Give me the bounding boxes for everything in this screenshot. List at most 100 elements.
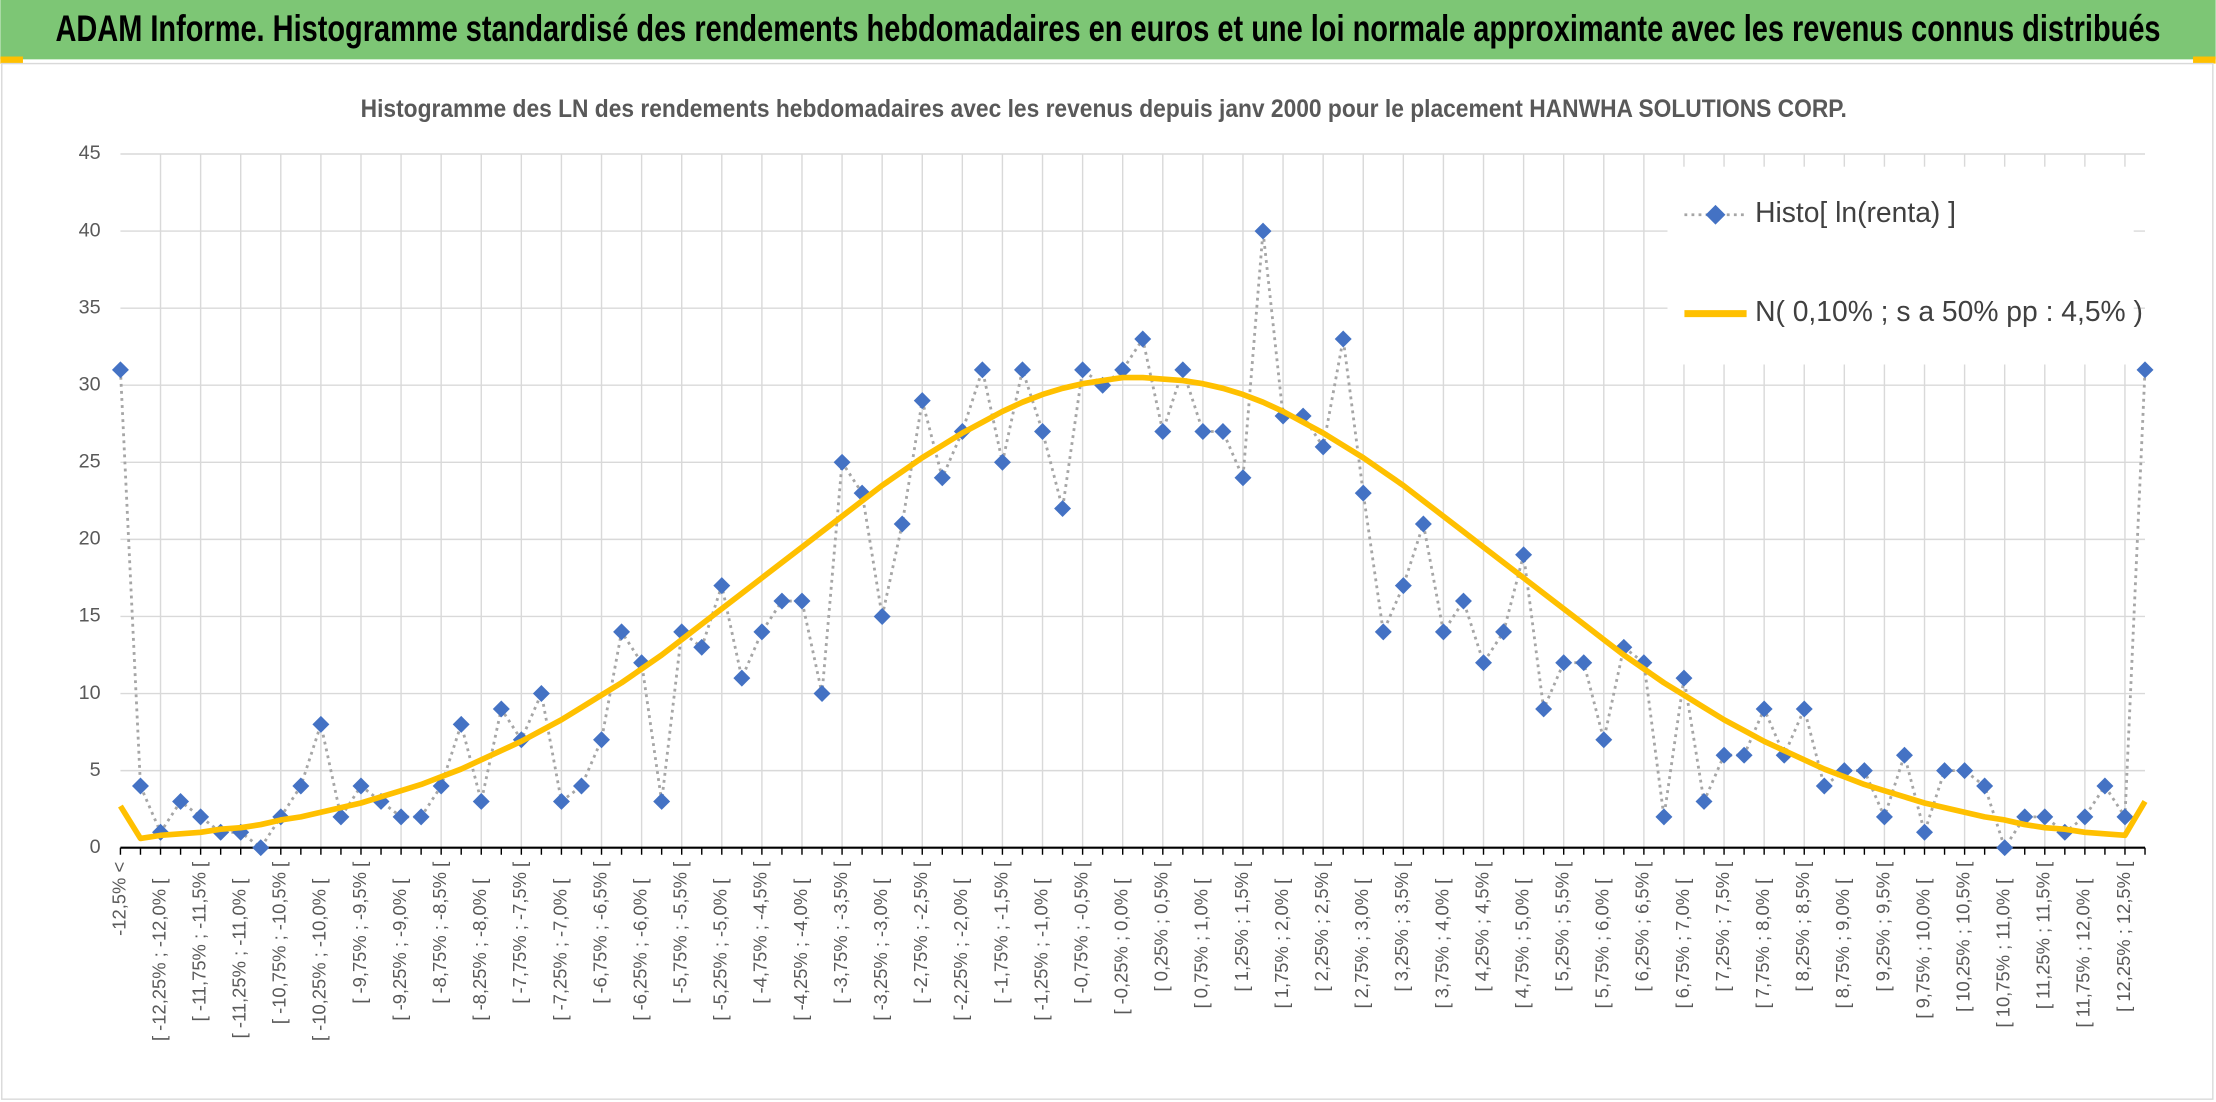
page-title: ADAM Informe. Histogramme standardisé de… (55, 8, 2160, 49)
x-tick-label: [ -1,75% ; -1,5% [ (990, 862, 1011, 1004)
y-tick-label: 0 (90, 836, 101, 858)
x-tick-label: [ -4,25% ; -4,0% [ (790, 879, 811, 1021)
data-point (2096, 777, 2114, 795)
legend-marker (1705, 204, 1726, 225)
x-tick-label: [ 11,25% ; 11,5% [ (2033, 862, 2054, 1009)
data-point (1214, 422, 1232, 440)
x-tick-label: [ 9,25% ; 9,5% [ (1872, 862, 1893, 992)
data-point (2076, 808, 2094, 826)
x-tick-label: [ 11,75% ; 12,0% [ (2073, 879, 2094, 1028)
x-tick-label: [ -5,75% ; -5,5% [ (670, 862, 691, 1004)
data-point (532, 685, 550, 703)
y-tick-label: 25 (79, 451, 101, 473)
x-tick-label: [ -2,75% ; -2,5% [ (910, 862, 931, 1004)
data-point (412, 808, 430, 826)
data-point (593, 731, 611, 749)
data-point (873, 607, 891, 625)
data-point (753, 623, 771, 641)
x-tick-label: [ 1,75% ; 2,0% [ (1271, 879, 1292, 1009)
data-point (933, 469, 951, 487)
data-point (1936, 762, 1954, 780)
y-tick-label: 45 (79, 142, 101, 164)
x-tick-label: [ -0,75% ; -0,5% [ (1070, 862, 1091, 1004)
data-point (1956, 762, 1974, 780)
x-tick-label: [ 6,75% ; 7,0% [ (1672, 879, 1693, 1009)
chart-title: Histogramme des LN des rendements hebdom… (361, 95, 1847, 123)
data-point (2116, 808, 2134, 826)
data-point (292, 777, 310, 795)
x-tick-label: [ -0,25% ; 0,0% [ (1111, 879, 1132, 1015)
x-tick-label: [ -6,75% ; -6,5% [ (589, 862, 610, 1004)
chart-frame (1, 62, 2214, 1100)
data-point (1334, 330, 1352, 348)
legend-box (1667, 166, 2134, 365)
data-point (1234, 469, 1252, 487)
x-tick-label: [ 12,25% ; 12,5% [ (2113, 862, 2134, 1012)
x-tick-label: [ 4,25% ; 4,5% [ (1471, 862, 1492, 992)
x-tick-label: [ 5,25% ; 5,5% [ (1552, 862, 1573, 992)
data-point (1013, 361, 1031, 379)
x-tick-label: [ -10,25% ; -10,0% [ (309, 879, 330, 1041)
x-tick-label: [ 1,25% ; 1,5% [ (1231, 862, 1252, 992)
x-tick-label: [ 7,75% ; 8,0% [ (1752, 879, 1773, 1009)
x-tick-label: [ -3,25% ; -3,0% [ (870, 879, 891, 1021)
x-tick-label: [ 3,25% ; 3,5% [ (1391, 862, 1412, 992)
data-point (1034, 422, 1051, 440)
data-point (172, 792, 190, 810)
x-tick-label: [ 0,25% ; 0,5% [ (1151, 862, 1172, 992)
data-point (693, 638, 711, 656)
data-point (733, 669, 751, 687)
data-point (913, 392, 931, 410)
data-point (613, 623, 631, 641)
data-point (813, 685, 831, 703)
data-point (1755, 700, 1773, 718)
x-tick-label: [ 3,75% ; 4,0% [ (1431, 879, 1452, 1009)
data-point (1194, 422, 1212, 440)
x-tick-label: [ 2,75% ; 3,0% [ (1351, 879, 1372, 1009)
data-point (1134, 330, 1152, 348)
plot-area (111, 222, 2154, 857)
x-tick-label: -12,5% < (108, 862, 129, 936)
y-tick-label: 40 (79, 219, 101, 241)
data-point (432, 777, 450, 795)
data-point (893, 515, 911, 533)
x-tick-label: [ 8,25% ; 8,5% [ (1792, 862, 1813, 992)
data-point (1895, 746, 1913, 764)
x-tick-label: [ 10,25% ; 10,5% [ (1952, 862, 1973, 1012)
data-point (1855, 762, 1873, 780)
data-point (332, 808, 350, 826)
data-point (192, 808, 210, 826)
x-tick-label: [ 2,25% ; 2,5% [ (1311, 862, 1332, 992)
x-tick-label: [ -7,25% ; -7,0% [ (549, 879, 570, 1021)
data-point (1875, 808, 1893, 826)
series-line (118, 374, 2148, 842)
data-point (452, 715, 470, 733)
x-tick-label: [ -8,75% ; -8,5% [ (429, 862, 450, 1004)
x-tick-label: [ 5,75% ; 6,0% [ (1592, 879, 1613, 1009)
x-tick-label: [ -4,75% ; -4,5% [ (750, 862, 771, 1004)
data-point (1916, 823, 1933, 841)
x-tick-label: [ 7,25% ; 7,5% [ (1712, 862, 1733, 992)
x-tick-label: [ -8,25% ; -8,0% [ (469, 879, 490, 1021)
data-point (2136, 361, 2154, 379)
data-point (1314, 438, 1332, 456)
data-point (1996, 839, 2014, 857)
y-tick-label: 10 (79, 682, 101, 704)
data-point (552, 792, 570, 810)
x-tick-label: [ 9,75% ; 10,0% [ (1912, 879, 1933, 1019)
data-point (793, 592, 811, 610)
x-tick-label: [ -6,25% ; -6,0% [ (629, 879, 650, 1021)
y-tick-label: 20 (79, 528, 101, 550)
header-accent (2193, 56, 2216, 64)
y-tick-label: 35 (79, 296, 101, 318)
x-tick-label: [ -11,25% ; -11,0% [ (229, 879, 250, 1039)
data-point (1354, 484, 1372, 502)
data-point (1695, 792, 1713, 810)
data-point (1595, 731, 1613, 749)
data-point (573, 777, 590, 795)
x-tick-label: [ 8,75% ; 9,0% [ (1832, 879, 1853, 1009)
x-tick-label: [ -2,25% ; -2,0% [ (950, 879, 971, 1021)
data-point (1074, 361, 1092, 379)
data-point (2036, 808, 2054, 826)
